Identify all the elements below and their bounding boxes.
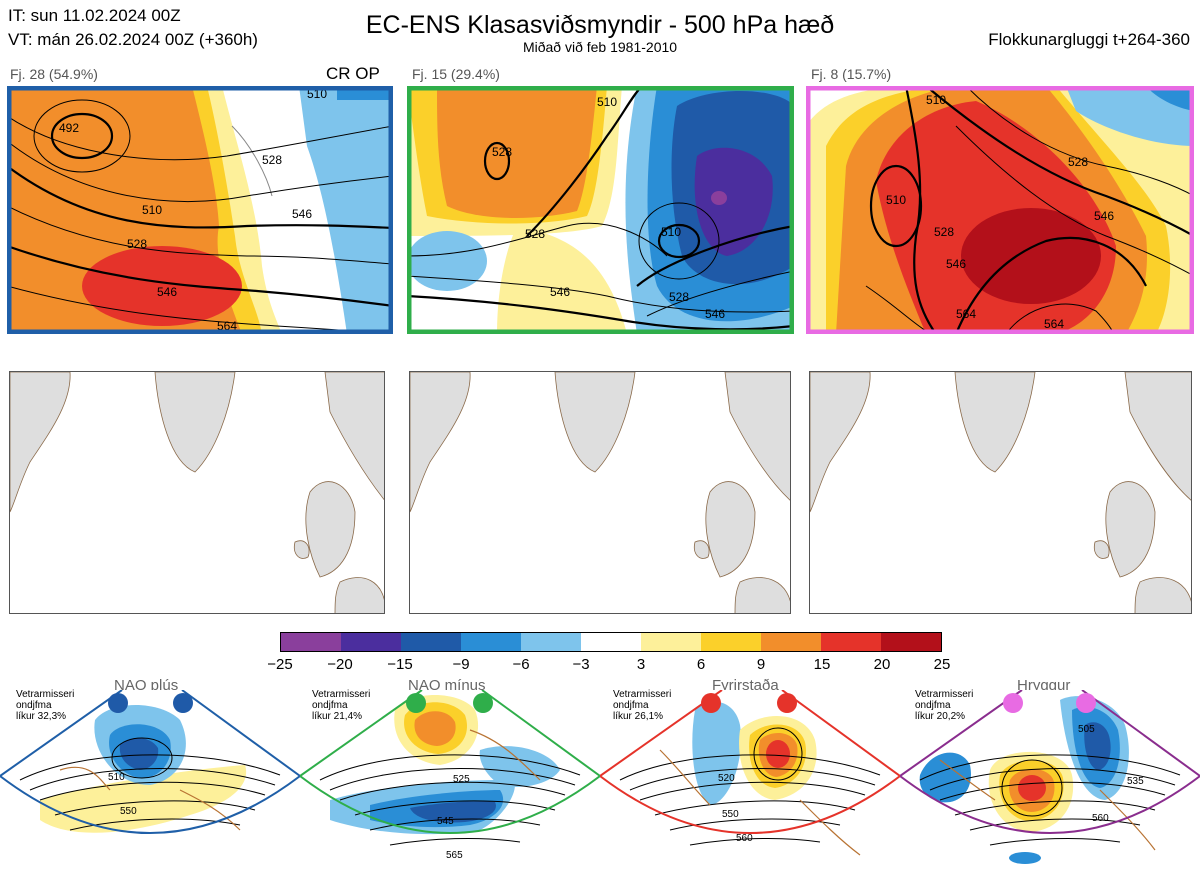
regime-4-marker-left bbox=[1003, 693, 1023, 713]
contour-label: 510 bbox=[597, 95, 617, 109]
colorbar-swatch bbox=[761, 633, 821, 651]
contour-label: 492 bbox=[59, 121, 79, 135]
contour-label: 546 bbox=[705, 307, 725, 321]
regime-4-marker-right bbox=[1076, 693, 1096, 713]
classification-window: Flokkunargluggi t+264-360 bbox=[988, 30, 1190, 49]
colorbar-swatch bbox=[401, 633, 461, 651]
regime-2-marker-right bbox=[473, 693, 493, 713]
colorbar-swatch bbox=[701, 633, 761, 651]
colorbar-tick: −15 bbox=[387, 656, 413, 673]
colorbar-swatch bbox=[461, 633, 521, 651]
contour-label: 520 bbox=[718, 773, 735, 784]
regime-1-info: Vetrarmisseri ondjfma líkur 32,3% bbox=[16, 689, 75, 722]
regime-1-marker-left bbox=[108, 693, 128, 713]
regime-2-map: 525 545 565 bbox=[300, 690, 600, 861]
contour-label: 510 bbox=[661, 225, 681, 239]
colorbar-swatch bbox=[341, 633, 401, 651]
regime-4-map: 505 535 560 bbox=[900, 690, 1200, 864]
colorbar-tick: −6 bbox=[512, 656, 530, 673]
page-subtitle: Miðað við feb 1981-2010 bbox=[522, 39, 678, 55]
contour-label: 510 bbox=[886, 193, 906, 207]
colorbar-swatch bbox=[881, 633, 941, 651]
colorbar-tick: −3 bbox=[572, 656, 590, 673]
regime-3-marker-right bbox=[777, 693, 797, 713]
cluster-2-label: Fj. 15 (29.4%) bbox=[412, 66, 500, 82]
contour-label: 528 bbox=[127, 237, 147, 251]
contour-label: 546 bbox=[550, 285, 570, 299]
basemap-panel bbox=[409, 371, 791, 614]
contour-label: 528 bbox=[492, 145, 512, 159]
contour-label: 528 bbox=[934, 225, 954, 239]
valid-time: VT: mán 26.02.2024 00Z (+360h) bbox=[8, 30, 258, 49]
contour-label: 528 bbox=[262, 153, 282, 167]
colorbar-swatch bbox=[821, 633, 881, 651]
regime-2-marker-left bbox=[406, 693, 426, 713]
contour-label: 564 bbox=[1044, 317, 1064, 331]
regime-1-marker-right bbox=[173, 693, 193, 713]
contour-label: 546 bbox=[1094, 209, 1114, 223]
contour-label: 560 bbox=[1092, 813, 1109, 824]
colorbar-tick: 15 bbox=[813, 656, 831, 673]
regime-3-marker-left bbox=[701, 693, 721, 713]
colorbar-tick: −20 bbox=[327, 656, 353, 673]
contour-label: 510 bbox=[142, 203, 162, 217]
colorbar-tick: 6 bbox=[696, 656, 706, 673]
cluster-1-map: 492 510 510 528 528 546 546 564 bbox=[7, 86, 393, 334]
colorbar-tick: 25 bbox=[933, 656, 951, 673]
cluster-3-label: Fj. 8 (15.7%) bbox=[811, 66, 892, 82]
colorbar-swatch bbox=[581, 633, 641, 651]
colorbar-swatch bbox=[641, 633, 701, 651]
cluster-1-label: Fj. 28 (54.9%) bbox=[10, 66, 98, 82]
contour-label: 535 bbox=[1127, 776, 1144, 787]
contour-label: 565 bbox=[446, 850, 463, 861]
regime-2-info: Vetrarmisseri ondjfma líkur 21,4% bbox=[312, 689, 371, 722]
contour-label: 546 bbox=[946, 257, 966, 271]
cluster-1-tag: CR OP bbox=[326, 64, 380, 83]
basemap-panel bbox=[9, 371, 385, 614]
regime-4-name: Hryggur bbox=[1017, 677, 1071, 694]
regime-1-map: 510 550 bbox=[0, 690, 300, 834]
cluster-3-map: 510 528 510 528 546 546 564 564 bbox=[806, 86, 1194, 334]
contour-label: 525 bbox=[453, 774, 470, 785]
colorbar bbox=[280, 632, 942, 652]
page-title: EC-ENS Klasasviðsmyndir - 500 hPa hæð bbox=[365, 11, 835, 39]
colorbar-swatch bbox=[281, 633, 341, 651]
issue-time: IT: sun 11.02.2024 00Z bbox=[8, 6, 181, 25]
colorbar-tick: −25 bbox=[267, 656, 293, 673]
colorbar-tick: 20 bbox=[873, 656, 891, 673]
contour-label: 546 bbox=[292, 207, 312, 221]
contour-label: 510 bbox=[108, 772, 125, 783]
regime-3-map: 520 550 560 bbox=[600, 690, 900, 856]
contour-label: 510 bbox=[926, 93, 946, 107]
contour-label: 528 bbox=[525, 227, 545, 241]
contour-label: 545 bbox=[437, 816, 454, 827]
regime-3-info: Vetrarmisseri ondjfma líkur 26,1% bbox=[613, 689, 672, 722]
contour-label: 550 bbox=[120, 806, 137, 817]
contour-label: 505 bbox=[1078, 724, 1095, 735]
contour-label: 528 bbox=[669, 290, 689, 304]
contour-label: 564 bbox=[956, 307, 976, 321]
regime-1-name: NAO plús bbox=[114, 677, 179, 694]
colorbar-tick: 3 bbox=[636, 656, 646, 673]
regime-3-name: Fyrirstaða bbox=[712, 677, 779, 694]
colorbar-swatch bbox=[521, 633, 581, 651]
regime-2-name: NAO mínus bbox=[408, 677, 486, 694]
contour-label: 546 bbox=[157, 285, 177, 299]
contour-label: 528 bbox=[1068, 155, 1088, 169]
colorbar-tick: 9 bbox=[756, 656, 766, 673]
contour-label: 550 bbox=[722, 809, 739, 820]
contour-label: 560 bbox=[736, 833, 753, 844]
basemap-panel bbox=[809, 371, 1192, 614]
regime-4-info: Vetrarmisseri ondjfma líkur 20,2% bbox=[915, 689, 974, 722]
cluster-2-map: 528 510 510 528 546 528 546 bbox=[407, 86, 794, 334]
colorbar-tick: −9 bbox=[452, 656, 470, 673]
